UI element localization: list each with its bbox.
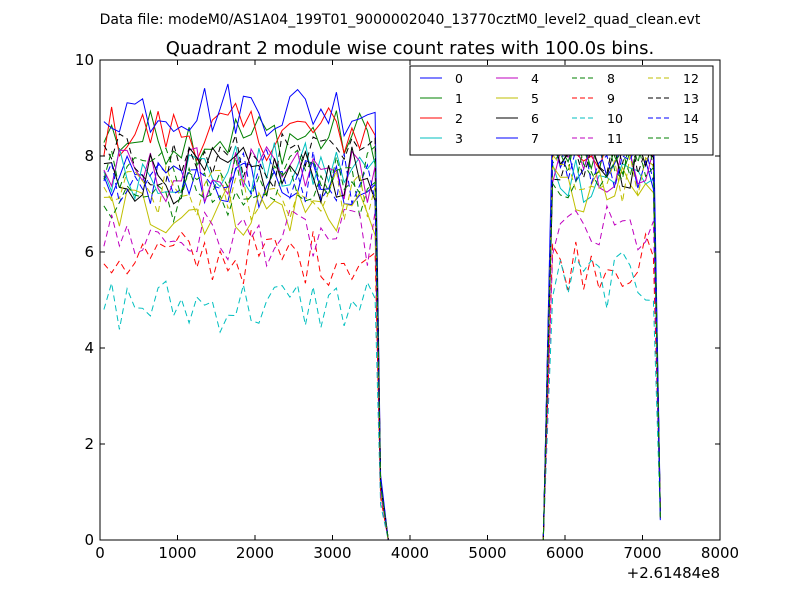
- legend-label-8: 8: [607, 71, 615, 86]
- y-tick-label: 4: [84, 339, 94, 357]
- chart-title: Quadrant 2 module wise count rates with …: [166, 38, 655, 59]
- x-tick-label: 0: [95, 544, 105, 562]
- series-line-5: [103, 164, 661, 541]
- series-line-0: [103, 138, 661, 541]
- y-tick-label: 2: [84, 435, 94, 453]
- legend-label-4: 4: [531, 71, 539, 86]
- x-offset-label: +2.61484e8: [627, 564, 720, 582]
- x-tick-label: 7000: [623, 544, 661, 562]
- legend-label-2: 2: [455, 111, 463, 126]
- x-tick-label: 3000: [313, 544, 351, 562]
- series-line-13: [103, 131, 661, 541]
- legend-box: [409, 65, 714, 156]
- plot-lines: [103, 83, 661, 541]
- y-tick-label: 0: [84, 531, 94, 549]
- series-line-2: [103, 102, 661, 541]
- legend-label-0: 0: [455, 71, 463, 86]
- legend-label-13: 13: [683, 91, 699, 106]
- series-line-6: [103, 132, 661, 541]
- series-line-15: [103, 144, 661, 541]
- x-tick-label: 2000: [236, 544, 274, 562]
- y-tick-label: 6: [84, 243, 94, 261]
- legend-label-3: 3: [455, 131, 463, 146]
- series-line-8: [103, 128, 661, 541]
- series-line-9: [103, 230, 661, 541]
- legend-label-12: 12: [683, 71, 699, 86]
- legend-label-10: 10: [607, 111, 623, 126]
- legend-label-7: 7: [531, 131, 539, 146]
- series-line-11: [103, 204, 661, 541]
- y-tick-label: 10: [75, 51, 94, 69]
- series-line-1: [103, 109, 661, 541]
- x-tick-label: 5000: [468, 544, 506, 562]
- series-line-4: [103, 143, 661, 541]
- legend-label-14: 14: [683, 111, 699, 126]
- legend-label-11: 11: [607, 131, 623, 146]
- x-tick-label: 8000: [701, 544, 739, 562]
- x-tick-label: 4000: [391, 544, 429, 562]
- legend-label-1: 1: [455, 91, 463, 106]
- legend-label-15: 15: [683, 131, 699, 146]
- series-line-12: [103, 153, 661, 541]
- chart-suptitle: Data file: modeM0/AS1A04_199T01_90000020…: [100, 12, 701, 28]
- y-tick-label: 8: [84, 147, 94, 165]
- series-line-3: [103, 141, 661, 541]
- legend-label-6: 6: [531, 111, 539, 126]
- legend-label-9: 9: [607, 91, 615, 106]
- x-tick-label: 6000: [546, 544, 584, 562]
- series-line-14: [103, 136, 661, 541]
- legend-label-5: 5: [531, 91, 539, 106]
- x-tick-label: 1000: [158, 544, 196, 562]
- series-line-10: [103, 251, 661, 541]
